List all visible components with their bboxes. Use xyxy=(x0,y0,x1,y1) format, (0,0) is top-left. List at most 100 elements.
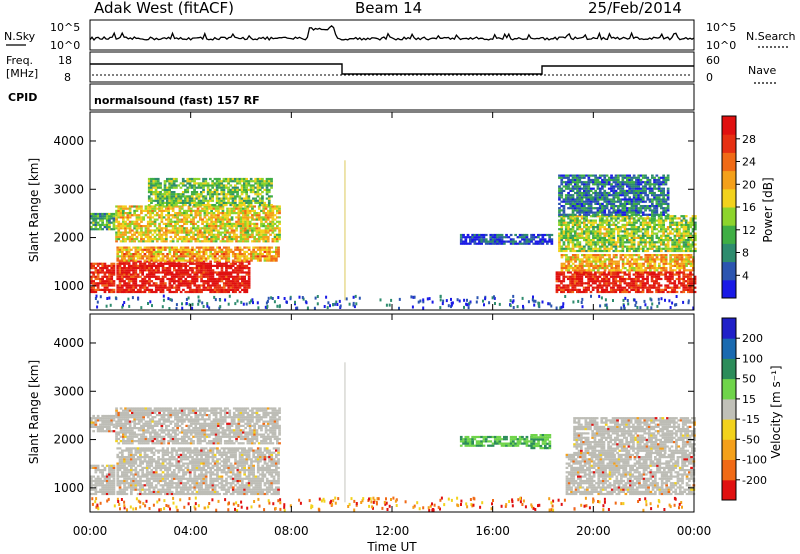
heatmap-cell xyxy=(621,239,625,242)
heatmap-cell xyxy=(589,202,593,205)
heatmap-cell xyxy=(90,217,93,220)
heatmap-cell xyxy=(175,195,178,198)
heatmap-cell xyxy=(179,186,183,189)
heatmap-cell xyxy=(650,271,654,274)
heatmap-cell xyxy=(152,186,156,189)
heatmap-cell xyxy=(267,184,271,187)
heatmap-cell xyxy=(139,288,142,291)
heatmap-cell xyxy=(254,201,257,204)
heatmap-cell xyxy=(166,193,169,196)
heatmap-cell xyxy=(252,197,255,200)
heatmap-cell xyxy=(220,204,224,207)
heatmap-cell xyxy=(626,215,629,218)
heatmap-cell xyxy=(186,177,190,181)
heatmap-cell xyxy=(252,253,255,256)
heatmap-cell xyxy=(619,258,623,261)
heatmap-cell xyxy=(175,273,178,276)
heatmap-cell xyxy=(539,233,542,237)
heatmap-cell xyxy=(155,212,159,215)
heatmap-cell xyxy=(607,178,611,182)
heatmap-cell xyxy=(123,288,126,291)
heatmap-cell xyxy=(614,241,618,244)
heatmap-cell xyxy=(108,212,111,216)
heatmap-cell xyxy=(567,213,570,216)
heatmap-cell xyxy=(231,269,235,272)
heatmap-cell xyxy=(239,231,243,234)
heatmap-cell xyxy=(253,212,256,215)
heatmap-cell xyxy=(641,228,645,231)
heatmap-cell xyxy=(223,231,227,234)
heatmap-cell xyxy=(585,273,588,276)
heatmap-cell xyxy=(177,257,181,260)
heatmap-cell xyxy=(601,181,604,184)
heatmap-cell xyxy=(132,277,135,281)
heatmap-cell xyxy=(659,284,663,287)
heatmap-cell xyxy=(202,184,205,187)
heatmap-cell xyxy=(571,217,575,220)
heatmap-cell xyxy=(264,227,268,230)
heatmap-cell xyxy=(195,286,199,289)
heatmap-cell xyxy=(208,229,211,232)
heatmap-cell xyxy=(209,177,212,181)
heatmap-cell xyxy=(164,282,167,285)
heatmap-cell xyxy=(484,238,488,241)
heatmap-cell xyxy=(605,215,609,218)
heatmap-cell xyxy=(187,220,191,223)
heatmap-cell xyxy=(225,269,228,272)
heatmap-cell xyxy=(130,286,133,289)
heatmap-cell xyxy=(184,246,188,249)
heatmap-cell xyxy=(668,290,672,294)
heatmap-cell xyxy=(694,247,697,250)
heatmap-cell xyxy=(136,246,140,249)
heatmap-cell xyxy=(512,238,515,241)
heatmap-cell xyxy=(576,189,579,192)
heatmap-cell xyxy=(560,267,564,270)
heatmap-cell xyxy=(580,247,584,250)
heatmap-cell xyxy=(220,253,224,256)
heatmap-cell xyxy=(194,233,198,236)
heatmap-cell xyxy=(195,197,199,200)
heatmap-cell xyxy=(144,225,148,228)
heatmap-cell xyxy=(158,225,161,228)
heatmap-cell xyxy=(598,205,602,208)
heatmap-cell xyxy=(585,181,588,184)
heatmap-cell xyxy=(635,226,638,229)
heatmap-cell xyxy=(251,207,254,210)
heatmap-cell xyxy=(673,264,677,267)
heatmap-cell xyxy=(252,180,255,183)
heatmap-cell xyxy=(252,257,255,260)
heatmap-cell xyxy=(90,290,93,294)
heatmap-cell xyxy=(637,228,641,231)
heatmap-cell xyxy=(687,254,691,257)
heatmap-cell xyxy=(211,193,214,196)
heatmap-cell xyxy=(166,260,169,263)
heatmap-cell xyxy=(260,218,263,221)
heatmap-cell xyxy=(574,191,577,195)
heatmap-cell xyxy=(626,249,629,253)
heatmap-cell xyxy=(143,262,147,265)
heatmap-cell xyxy=(641,271,645,274)
heatmap-cell xyxy=(603,239,607,242)
heatmap-cell xyxy=(480,238,483,241)
heatmap-cell xyxy=(185,231,189,234)
heatmap-cell xyxy=(646,282,649,285)
noise-sky-line xyxy=(89,25,695,42)
heatmap-cell xyxy=(168,248,172,251)
heatmap-cell xyxy=(268,253,271,256)
heatmap-cell xyxy=(610,219,613,222)
heatmap-cell xyxy=(142,231,145,234)
heatmap-cell xyxy=(227,182,230,185)
heatmap-cell xyxy=(177,288,181,291)
heatmap-cell xyxy=(650,275,654,278)
heatmap-cell xyxy=(108,215,111,218)
heatmap-cell xyxy=(254,180,257,183)
heatmap-cell xyxy=(248,233,252,236)
heatmap-cell xyxy=(257,212,261,215)
heatmap-cell xyxy=(229,264,233,267)
heatmap-cell xyxy=(259,259,262,262)
heatmap-cell xyxy=(202,271,206,274)
heatmap-cell xyxy=(607,228,611,231)
heatmap-cell xyxy=(165,222,168,225)
heatmap-cell xyxy=(675,234,679,237)
heatmap-cell xyxy=(253,225,256,228)
